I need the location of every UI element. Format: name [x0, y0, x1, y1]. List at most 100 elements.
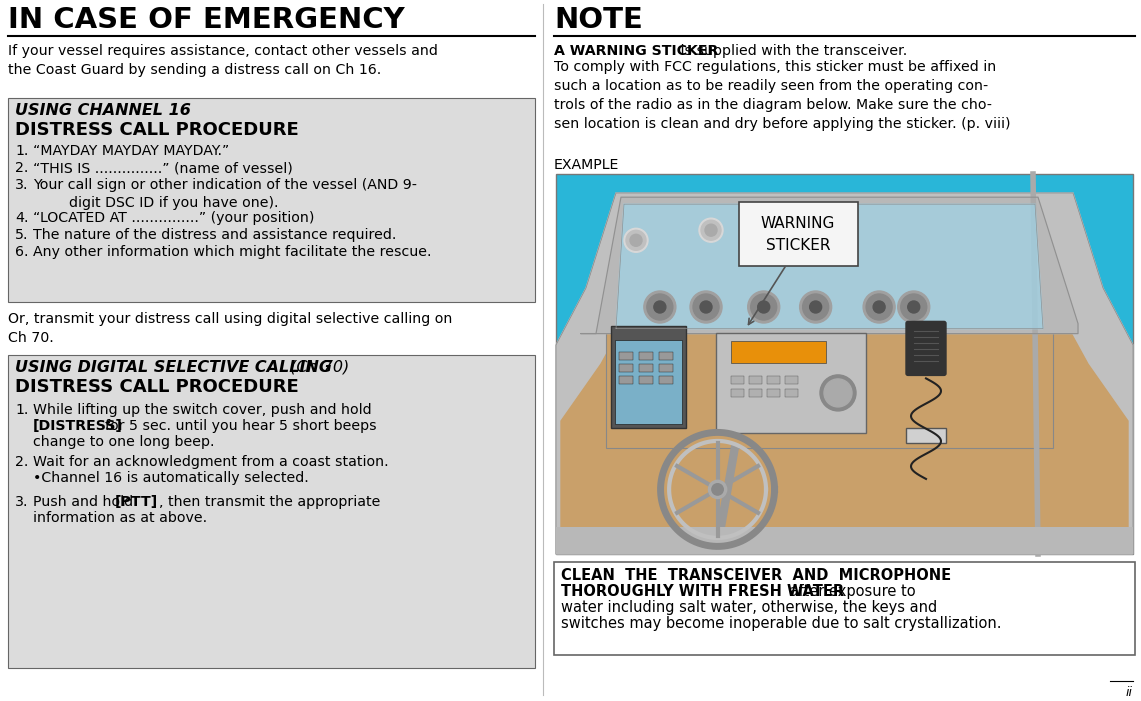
Circle shape	[802, 294, 828, 320]
Text: NOTE: NOTE	[555, 6, 642, 34]
Circle shape	[800, 291, 832, 323]
Text: While lifting up the switch cover, push and hold: While lifting up the switch cover, push …	[33, 403, 372, 417]
FancyBboxPatch shape	[731, 341, 826, 363]
FancyBboxPatch shape	[659, 353, 673, 360]
Text: USING CHANNEL 16: USING CHANNEL 16	[15, 103, 191, 118]
Text: ii: ii	[1126, 686, 1133, 699]
FancyBboxPatch shape	[620, 365, 633, 372]
Circle shape	[654, 301, 666, 313]
FancyBboxPatch shape	[906, 428, 946, 442]
Text: water including salt water, otherwise, the keys and: water including salt water, otherwise, t…	[561, 600, 937, 615]
Text: A WARNING STICKER: A WARNING STICKER	[555, 44, 719, 58]
Text: , then transmit the appropriate: , then transmit the appropriate	[159, 495, 380, 509]
Circle shape	[626, 231, 646, 250]
FancyBboxPatch shape	[620, 353, 633, 360]
Text: (Ch 70): (Ch 70)	[285, 360, 349, 375]
Text: Any other information which might facilitate the rescue.: Any other information which might facili…	[33, 245, 431, 259]
Text: •Channel 16 is automatically selected.: •Channel 16 is automatically selected.	[33, 471, 309, 485]
Circle shape	[699, 218, 723, 242]
Text: If your vessel requires assistance, contact other vessels and
the Coast Guard by: If your vessel requires assistance, cont…	[8, 44, 438, 77]
Text: “MAYDAY MAYDAY MAYDAY.”: “MAYDAY MAYDAY MAYDAY.”	[33, 144, 229, 158]
FancyBboxPatch shape	[659, 376, 673, 384]
FancyBboxPatch shape	[639, 365, 653, 372]
FancyBboxPatch shape	[767, 389, 780, 397]
FancyBboxPatch shape	[555, 562, 1135, 655]
Circle shape	[705, 224, 717, 236]
FancyBboxPatch shape	[748, 376, 762, 384]
Circle shape	[908, 301, 920, 313]
FancyBboxPatch shape	[556, 174, 1133, 554]
FancyBboxPatch shape	[785, 376, 798, 384]
Text: [DISTRESS]: [DISTRESS]	[33, 419, 123, 433]
Circle shape	[701, 220, 721, 240]
Circle shape	[758, 301, 770, 313]
FancyBboxPatch shape	[639, 353, 653, 360]
Text: 1.: 1.	[15, 144, 29, 158]
Text: THOROUGHLY WITH FRESH WATER: THOROUGHLY WITH FRESH WATER	[561, 584, 844, 599]
Circle shape	[647, 294, 673, 320]
Circle shape	[690, 291, 722, 323]
Circle shape	[900, 294, 926, 320]
Text: Your call sign or other indication of the vessel (AND 9-
        digit DSC ID if: Your call sign or other indication of th…	[33, 178, 416, 210]
Circle shape	[898, 291, 930, 323]
FancyBboxPatch shape	[785, 389, 798, 397]
Text: EXAMPLE: EXAMPLE	[555, 158, 620, 172]
FancyBboxPatch shape	[738, 203, 858, 266]
Text: [PTT]: [PTT]	[115, 495, 159, 509]
FancyBboxPatch shape	[748, 389, 762, 397]
Text: 3.: 3.	[15, 178, 29, 192]
Text: for 5 sec. until you hear 5 short beeps: for 5 sec. until you hear 5 short beeps	[105, 419, 377, 433]
FancyBboxPatch shape	[767, 376, 780, 384]
Circle shape	[712, 484, 723, 495]
Circle shape	[873, 301, 885, 313]
Text: information as at above.: information as at above.	[33, 511, 208, 525]
FancyBboxPatch shape	[8, 98, 535, 302]
Text: 6.: 6.	[15, 245, 29, 259]
Circle shape	[820, 375, 856, 411]
Circle shape	[866, 294, 892, 320]
Text: 3.: 3.	[15, 495, 29, 509]
Text: WARNING
STICKER: WARNING STICKER	[761, 216, 835, 253]
FancyBboxPatch shape	[731, 389, 744, 397]
Text: To comply with FCC regulations, this sticker must be affixed in
such a location : To comply with FCC regulations, this sti…	[555, 60, 1011, 131]
FancyBboxPatch shape	[659, 365, 673, 372]
Polygon shape	[561, 318, 1128, 552]
Circle shape	[701, 301, 712, 313]
Text: switches may become inoperable due to salt crystallization.: switches may become inoperable due to sa…	[561, 616, 1002, 631]
Circle shape	[785, 224, 798, 236]
FancyBboxPatch shape	[610, 327, 686, 428]
Circle shape	[624, 229, 648, 252]
Polygon shape	[581, 197, 1078, 334]
Circle shape	[779, 218, 803, 242]
FancyBboxPatch shape	[731, 376, 744, 384]
Circle shape	[693, 294, 719, 320]
Circle shape	[810, 301, 822, 313]
Polygon shape	[616, 204, 1043, 329]
Text: IN CASE OF EMERGENCY: IN CASE OF EMERGENCY	[8, 6, 405, 34]
FancyBboxPatch shape	[906, 321, 946, 376]
FancyBboxPatch shape	[639, 376, 653, 384]
Circle shape	[751, 294, 777, 320]
Circle shape	[630, 234, 642, 246]
Circle shape	[747, 291, 779, 323]
Text: 5.: 5.	[15, 228, 29, 242]
Text: DISTRESS CALL PROCEDURE: DISTRESS CALL PROCEDURE	[15, 378, 299, 396]
Text: 2.: 2.	[15, 161, 29, 175]
Text: Or, transmit your distress call using digital selective calling on
Ch 70.: Or, transmit your distress call using di…	[8, 312, 452, 345]
Circle shape	[863, 291, 896, 323]
Polygon shape	[556, 193, 1133, 554]
Circle shape	[780, 220, 801, 240]
Text: “LOCATED AT ...............” (your position): “LOCATED AT ...............” (your posit…	[33, 211, 315, 225]
FancyBboxPatch shape	[556, 527, 1133, 554]
Text: 4.: 4.	[15, 211, 29, 225]
Text: “THIS IS ...............” (name of vessel): “THIS IS ...............” (name of vesse…	[33, 161, 293, 175]
Text: DISTRESS CALL PROCEDURE: DISTRESS CALL PROCEDURE	[15, 121, 299, 139]
Text: after exposure to: after exposure to	[785, 584, 915, 599]
FancyBboxPatch shape	[620, 376, 633, 384]
Text: change to one long beep.: change to one long beep.	[33, 435, 215, 449]
Text: Push and hold: Push and hold	[33, 495, 138, 509]
Text: USING DIGITAL SELECTIVE CALLING: USING DIGITAL SELECTIVE CALLING	[15, 360, 332, 375]
Text: Wait for an acknowledgment from a coast station.: Wait for an acknowledgment from a coast …	[33, 455, 389, 469]
FancyBboxPatch shape	[8, 355, 535, 668]
Text: The nature of the distress and assistance required.: The nature of the distress and assistanc…	[33, 228, 396, 242]
